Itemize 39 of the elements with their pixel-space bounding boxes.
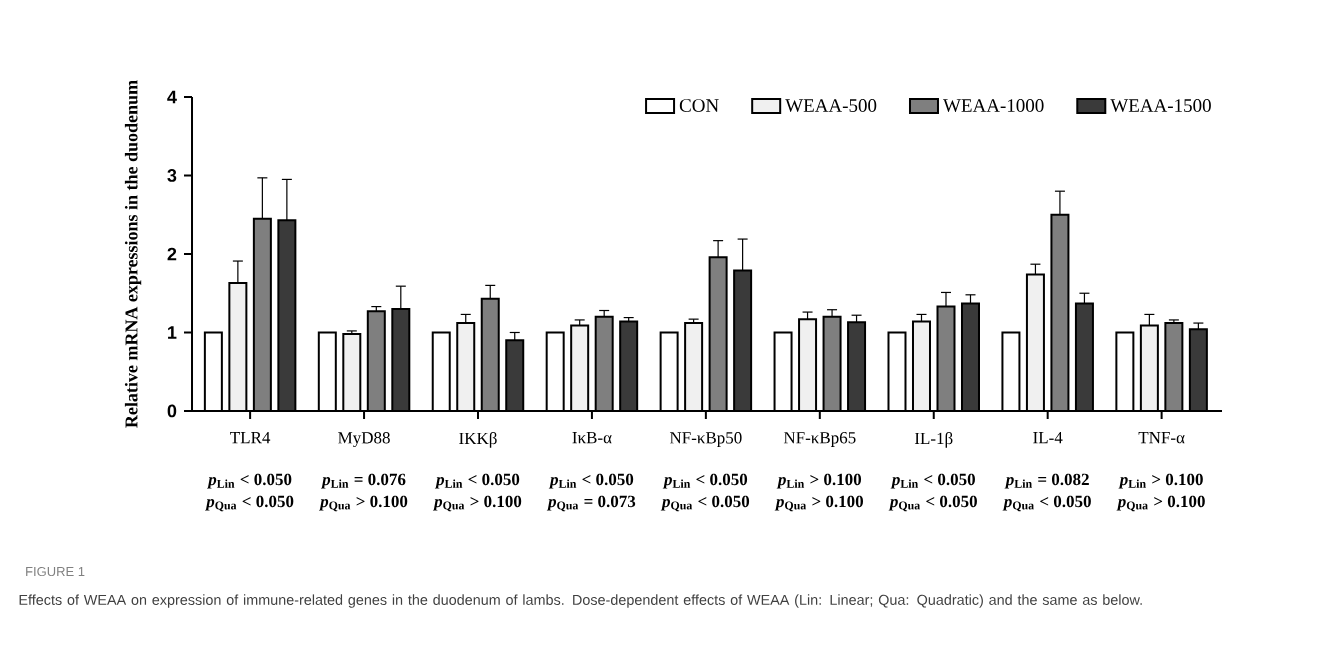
text: p$_{Lin}$ < 0.050 xyxy=(890,473,975,489)
x-tick-label: IL-4 xyxy=(1033,432,1063,444)
text: p$_{Lin}$ = 0.082 xyxy=(1004,473,1089,489)
x-tick-label: TNF-α xyxy=(1138,432,1185,444)
x-tick-label: IκB-α xyxy=(572,432,612,444)
text: p$_{Qua}$ < 0.050 xyxy=(660,495,750,512)
text: p$_{Lin}$ > 0.100 xyxy=(776,473,862,489)
text: p$_{Lin}$ = 0.076 xyxy=(320,473,406,489)
caption: FIGURE 1 xyxy=(26,566,85,577)
legend-label: WEAA-1500 xyxy=(1110,99,1211,113)
y-tick-label: 2 xyxy=(167,247,177,261)
text: p$_{Qua}$ = 0.073 xyxy=(546,495,636,512)
x-tick-label: IL-1β xyxy=(914,432,953,448)
text: p$_{Qua}$ < 0.050 xyxy=(1002,495,1091,512)
x-tick-label: NF-κBp65 xyxy=(783,432,856,447)
x-tick-label: NF-κBp50 xyxy=(669,432,742,447)
y-tick-label: 1 xyxy=(168,326,177,339)
text: p$_{Qua}$ > 0.100 xyxy=(774,495,864,512)
text: p$_{Qua}$ > 0.100 xyxy=(1116,495,1205,512)
text: p$_{Qua}$ < 0.050 xyxy=(888,495,977,512)
legend-label: WEAA-500 xyxy=(785,99,877,113)
text: p$_{Qua}$ < 0.050 xyxy=(205,495,294,512)
y-tick-label: 3 xyxy=(167,169,177,182)
x-tick-label: MyD88 xyxy=(338,432,390,448)
text: p$_{Lin}$ < 0.050 xyxy=(434,473,520,489)
y-tick-label: 4 xyxy=(167,90,177,104)
text: p$_{Lin}$ < 0.050 xyxy=(207,473,292,489)
x-tick-label: IKKβ xyxy=(459,432,497,448)
text: p$_{Qua}$ > 0.100 xyxy=(432,495,522,512)
legend-label: CON xyxy=(679,99,719,112)
text: Effects of WEAA on expression of immune-related genes in the duodenum of lambs. Dose-dependent effects of WEAA (Lin: Linear; Qua: Quadratic) and the same as below. xyxy=(19,594,1142,608)
y-tick-label: 0 xyxy=(167,404,177,418)
legend-label: WEAA-1000 xyxy=(943,99,1044,113)
text: p$_{Lin}$ < 0.050 xyxy=(548,473,634,489)
x-tick-label: TLR4 xyxy=(230,432,271,444)
y-axis-title: Relative mRNA expressions in the duodenum xyxy=(124,80,142,428)
text: p$_{Lin}$ > 0.100 xyxy=(1118,473,1203,489)
text: p$_{Qua}$ > 0.100 xyxy=(318,495,408,512)
text: p$_{Lin}$ < 0.050 xyxy=(662,473,748,489)
